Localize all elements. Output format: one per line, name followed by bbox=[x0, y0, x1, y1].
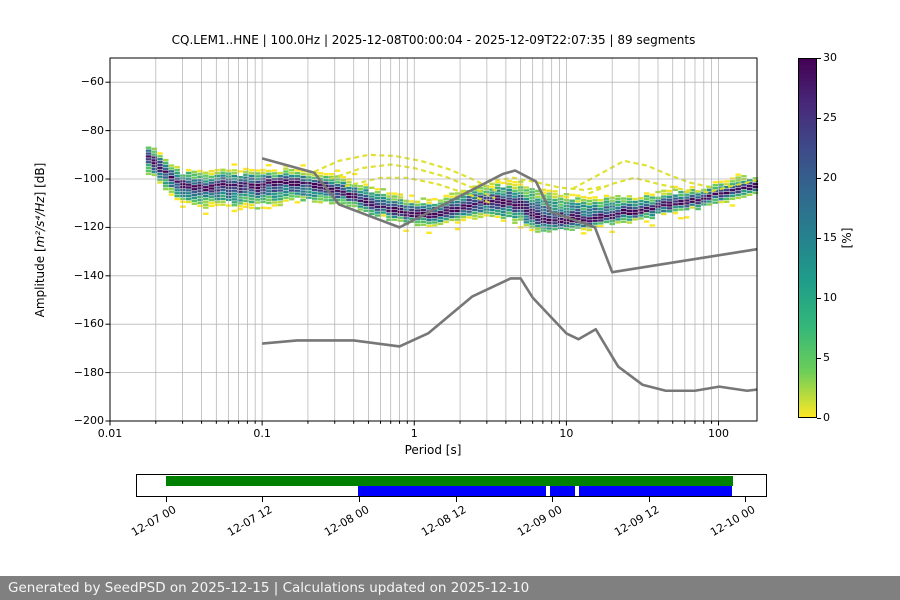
colorbar-tick bbox=[817, 58, 821, 59]
timeline-tick bbox=[359, 497, 360, 502]
y-axis-label: Amplitude [m²/s⁴/Hz] [dB] bbox=[33, 140, 53, 340]
colorbar bbox=[798, 58, 817, 418]
y-axis-label-math: m²/s⁴/Hz bbox=[33, 196, 47, 248]
colorbar-tick bbox=[817, 298, 821, 299]
y-tick-label: −100 bbox=[73, 172, 104, 185]
timeline-tick bbox=[455, 497, 457, 502]
y-axis-label-suffix: ] [dB] bbox=[33, 162, 47, 197]
timeline-availability-bar bbox=[136, 474, 767, 497]
timeline-tick bbox=[745, 497, 747, 502]
y-tick-label: −200 bbox=[73, 414, 104, 427]
y-tick-label: −80 bbox=[80, 123, 104, 137]
y-axis-label-prefix: Amplitude [ bbox=[33, 247, 47, 318]
y-tick-label: −160 bbox=[73, 317, 104, 331]
colorbar-tick-label: 15 bbox=[823, 231, 837, 244]
x-tick-label: 1 bbox=[410, 427, 418, 440]
timeline-tick bbox=[648, 497, 650, 502]
y-tick-label: −60 bbox=[80, 75, 104, 89]
footer-bar: Generated by SeedPSD on 2025-12-15 | Cal… bbox=[0, 576, 900, 600]
y-tick-label: −120 bbox=[73, 220, 104, 234]
colorbar-tick-label: 30 bbox=[823, 51, 837, 64]
colorbar-tick-label: 0 bbox=[823, 411, 830, 424]
timeline-tick bbox=[552, 497, 554, 502]
y-tick-label: −180 bbox=[73, 365, 104, 379]
y-tick-label: −140 bbox=[73, 268, 104, 282]
colorbar-tick-label: 20 bbox=[823, 171, 837, 184]
timeline-gap bbox=[545, 486, 551, 496]
colorbar-tick bbox=[817, 358, 821, 359]
colorbar-tick bbox=[817, 178, 821, 179]
plot-title: CQ.LEM1..HNE | 100.0Hz | 2025-12-08T00:0… bbox=[171, 33, 696, 47]
timeline-segment-data-availability bbox=[165, 476, 734, 486]
timeline-gap bbox=[575, 486, 579, 496]
colorbar-tick bbox=[817, 238, 821, 239]
colorbar-tick-label: 5 bbox=[823, 351, 830, 364]
x-tick-label: 0.01 bbox=[97, 427, 123, 440]
colorbar-tick-label: 10 bbox=[823, 291, 837, 304]
timeline-segment-psd-calculated bbox=[358, 486, 733, 496]
x-axis-label: Period [s] bbox=[404, 443, 462, 457]
colorbar-tick-label: 25 bbox=[823, 111, 837, 124]
colorbar-tick bbox=[817, 118, 821, 119]
footer-text: Generated by SeedPSD on 2025-12-15 | Cal… bbox=[8, 580, 530, 596]
x-tick-label: 0.1 bbox=[253, 427, 271, 440]
timeline-tick bbox=[165, 497, 167, 502]
timeline-tick bbox=[262, 497, 264, 502]
colorbar-tick bbox=[817, 418, 821, 419]
x-tick-label: 100 bbox=[708, 427, 730, 440]
x-tick-label: 10 bbox=[559, 427, 574, 440]
